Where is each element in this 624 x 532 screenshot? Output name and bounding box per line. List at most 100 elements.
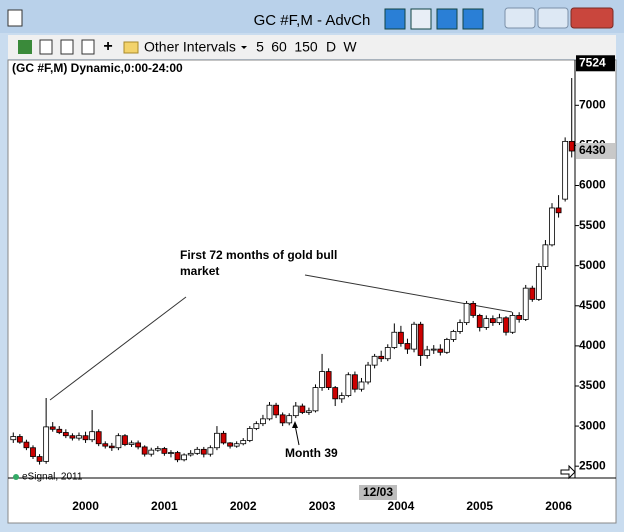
candle-body [398, 331, 404, 344]
interval-button[interactable]: D [326, 39, 336, 55]
candle-body [49, 426, 56, 430]
candle-body [36, 456, 43, 462]
candle-body [253, 423, 260, 429]
x-tick-label: 2001 [151, 499, 178, 513]
candle-body [522, 287, 529, 320]
interval-button[interactable]: 150 [294, 39, 318, 55]
candle-body [233, 443, 240, 447]
y-tick-label: 7000 [579, 97, 606, 111]
candle-body [115, 435, 122, 449]
toolbar [8, 35, 616, 59]
candle-body [332, 387, 339, 400]
candle-body [220, 432, 227, 444]
candle-body [549, 207, 555, 246]
candle-body [108, 445, 115, 449]
candle-body [312, 387, 319, 412]
candle-body [535, 266, 542, 300]
candle-body [483, 318, 490, 328]
candle-body [148, 449, 155, 455]
price-marker-box [576, 143, 615, 160]
window-title: GC #F,M - AdvCh [254, 12, 371, 29]
y-tick-label: 2500 [579, 458, 606, 472]
toolbar-icon[interactable] [39, 39, 53, 55]
y-tick-label: 4000 [579, 338, 606, 352]
candle-body [141, 446, 148, 455]
candle-body [246, 428, 253, 441]
candle-body [450, 331, 457, 340]
folder-icon[interactable] [123, 41, 139, 54]
chart-title: (GC #F,M) Dynamic,0:00-24:00 [12, 61, 183, 75]
toolbar-icon[interactable] [410, 8, 432, 30]
candle-body [273, 404, 279, 416]
candle-body [161, 448, 168, 454]
candle-body [122, 435, 128, 445]
candle-body [95, 431, 102, 445]
minimize-button[interactable] [504, 7, 536, 29]
candle-body [214, 432, 220, 449]
y-tick-label: 3500 [579, 378, 606, 392]
toolbar-icon[interactable] [384, 8, 406, 30]
candle-body [417, 323, 424, 356]
candle-body [345, 374, 352, 397]
candle-body [16, 436, 23, 443]
candle-body [319, 371, 325, 388]
app-icon [7, 9, 23, 27]
candle-body [260, 418, 266, 425]
candle-body [102, 443, 109, 447]
candle-body [457, 322, 463, 332]
candle-body [69, 435, 76, 439]
candle-body [82, 435, 89, 441]
x-tick-label: 2005 [466, 499, 493, 513]
watermark-icon [13, 474, 19, 480]
cursor-date-box [359, 485, 397, 500]
candle-body [489, 318, 496, 324]
candle-body [62, 432, 69, 437]
toolbar-icon[interactable] [436, 8, 458, 30]
candle-body [43, 426, 50, 462]
toolbar-icon[interactable] [81, 39, 95, 55]
candle-body [365, 364, 371, 383]
watermark: eSignal, 2011 [22, 472, 83, 483]
y-tick-label: 4500 [579, 298, 606, 312]
price-marker: 6430 [579, 143, 606, 157]
candle-body [476, 315, 483, 328]
candle-body [352, 374, 358, 390]
candle-body [89, 431, 96, 441]
candle-body [411, 323, 417, 350]
toolbar-icon[interactable] [60, 39, 74, 55]
close-button[interactable] [570, 7, 614, 29]
candle-body [430, 348, 437, 351]
candle-body [128, 442, 135, 445]
intervals-menu[interactable]: Other Intervals [144, 39, 236, 55]
toolbar-icon[interactable] [462, 8, 484, 30]
candle-body [286, 415, 293, 424]
candle-body [424, 349, 431, 356]
candle-body [437, 348, 444, 353]
annotation-line [49, 296, 187, 401]
candle-body [516, 315, 523, 320]
interval-button[interactable]: 60 [271, 39, 287, 55]
y-tick-label: 6000 [579, 178, 606, 192]
x-tick-label: 2003 [309, 499, 336, 513]
x-tick-label: 2004 [388, 499, 415, 513]
candle-body [76, 435, 82, 439]
scroll-icon[interactable] [560, 464, 576, 480]
candle-body [529, 287, 536, 300]
toolbar-icon[interactable] [18, 40, 32, 54]
candle-body [503, 317, 509, 333]
y-tick-label: 3000 [579, 418, 606, 432]
candle-body [168, 452, 174, 454]
candle-body [496, 317, 503, 324]
add-icon[interactable]: + [103, 38, 112, 55]
interval-button[interactable]: 5 [256, 39, 264, 55]
candle-body [23, 441, 30, 449]
candle-body [174, 452, 181, 461]
candle-body [371, 355, 378, 366]
candle-body [299, 405, 306, 413]
candle-body [562, 140, 569, 200]
candle-body [568, 140, 575, 152]
maximize-button[interactable] [537, 7, 569, 29]
interval-button[interactable]: W [343, 39, 357, 55]
